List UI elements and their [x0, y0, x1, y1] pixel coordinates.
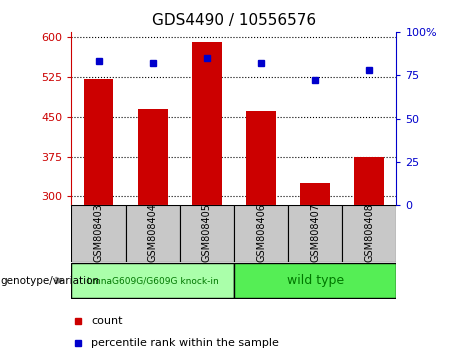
- Bar: [300, 183, 330, 205]
- FancyBboxPatch shape: [71, 205, 125, 262]
- Text: percentile rank within the sample: percentile rank within the sample: [91, 338, 279, 348]
- Bar: [192, 42, 222, 205]
- Text: GSM808403: GSM808403: [94, 203, 104, 262]
- FancyBboxPatch shape: [71, 263, 234, 298]
- FancyBboxPatch shape: [125, 205, 180, 262]
- Text: GSM808406: GSM808406: [256, 203, 266, 262]
- Bar: [138, 109, 168, 205]
- FancyBboxPatch shape: [342, 205, 396, 262]
- Text: wild type: wild type: [287, 274, 344, 287]
- FancyBboxPatch shape: [234, 205, 288, 262]
- Text: count: count: [91, 316, 123, 326]
- FancyBboxPatch shape: [288, 205, 342, 262]
- Text: GSM808408: GSM808408: [364, 203, 374, 262]
- Bar: [246, 112, 276, 205]
- Text: genotype/variation: genotype/variation: [0, 275, 100, 286]
- FancyBboxPatch shape: [180, 205, 234, 262]
- Text: LmnaG609G/G609G knock-in: LmnaG609G/G609G knock-in: [87, 276, 219, 285]
- Text: GSM808405: GSM808405: [202, 203, 212, 262]
- Bar: [83, 79, 113, 205]
- Text: GSM808404: GSM808404: [148, 203, 158, 262]
- Text: GSM808407: GSM808407: [310, 203, 320, 262]
- Title: GDS4490 / 10556576: GDS4490 / 10556576: [152, 13, 316, 28]
- FancyBboxPatch shape: [234, 263, 396, 298]
- Bar: [355, 156, 384, 205]
